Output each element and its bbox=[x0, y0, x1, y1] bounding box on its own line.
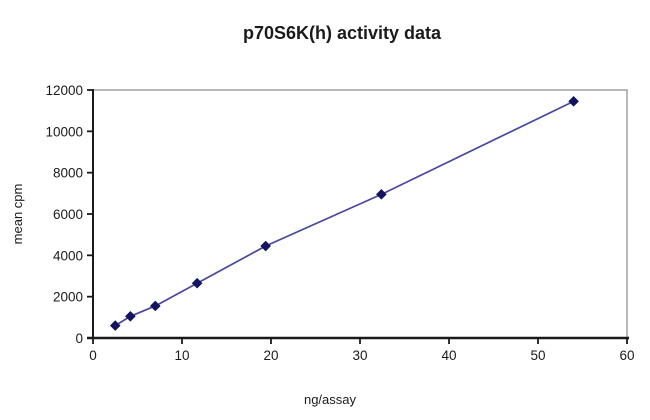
x-tick-label: 0 bbox=[89, 348, 97, 363]
series-line bbox=[114, 100, 574, 327]
y-tick-label: 4000 bbox=[53, 248, 83, 263]
x-tick-label: 30 bbox=[352, 348, 367, 363]
y-tick-label: 0 bbox=[75, 331, 83, 346]
data-point-marker bbox=[125, 310, 136, 322]
data-point-marker bbox=[568, 96, 579, 107]
x-tick-label: 10 bbox=[174, 348, 189, 363]
chart-title: p70S6K(h) activity data bbox=[243, 23, 442, 43]
x-tick-label: 40 bbox=[441, 348, 456, 363]
plot-area bbox=[87, 89, 629, 340]
y-tick-label: 6000 bbox=[53, 207, 83, 222]
y-tick-label: 12000 bbox=[45, 83, 83, 98]
y-tick-label: 2000 bbox=[53, 290, 83, 305]
x-axis-label: ng/assay bbox=[304, 392, 357, 407]
axis-ticks: 0 10 20 30 40 50 60 0 2000 4000 6000 8000 10000 12000 bbox=[45, 83, 634, 363]
x-tick-label: 60 bbox=[619, 348, 634, 363]
y-tick-label: 8000 bbox=[53, 166, 83, 181]
y-tick-label: 10000 bbox=[45, 124, 83, 139]
x-tick-label: 50 bbox=[530, 348, 545, 363]
data-series bbox=[109, 96, 579, 331]
data-point-marker bbox=[109, 320, 121, 331]
data-point-marker bbox=[191, 277, 203, 289]
data-point-marker bbox=[260, 240, 271, 252]
data-point-marker bbox=[376, 189, 387, 200]
plot-border bbox=[92, 89, 628, 339]
x-tick-label: 20 bbox=[263, 348, 278, 363]
data-point-marker bbox=[149, 300, 161, 312]
y-axis-label: mean cpm bbox=[10, 184, 25, 245]
